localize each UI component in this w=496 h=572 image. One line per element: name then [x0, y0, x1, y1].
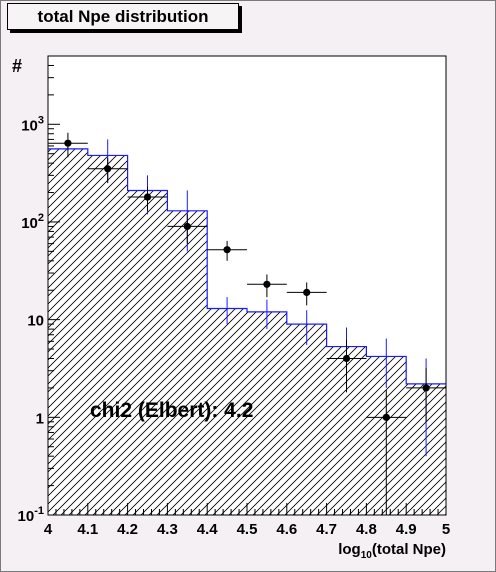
y-tick-label: 102 — [21, 212, 44, 232]
data-point — [183, 222, 191, 231]
y-tick-exponent: 2 — [38, 212, 44, 224]
data-point — [223, 246, 231, 254]
data-point — [342, 354, 351, 363]
data-point — [303, 288, 311, 297]
y-tick-exponent: 3 — [38, 114, 44, 126]
y-tick-label: 10-1 — [18, 505, 44, 525]
y-tick-base: 10 — [21, 215, 38, 232]
x-tick-label: 4 — [44, 521, 53, 538]
chi2-annotation: chi2 (Elbert): 4.2 — [90, 399, 253, 422]
axis-layer: 4 4.1 4.2 4.3 4.4 4.5 4.6 4.7 4.8 4.9 510-11101021… — [18, 55, 450, 538]
y-tick-base: 1 — [36, 410, 44, 427]
x-tick-label: 4.7 — [316, 521, 337, 538]
x-tick-label: 4.2 — [117, 521, 138, 538]
y-tick-base: 10 — [27, 313, 44, 330]
x-axis-label: log10(total Npe) — [338, 541, 446, 561]
data-point — [422, 384, 430, 392]
y-axis-label: # — [12, 56, 22, 76]
data-point — [263, 280, 271, 288]
y-tick-exponent: -1 — [34, 505, 44, 517]
x-tick-label: 4.8 — [356, 521, 377, 538]
histogram-outline — [48, 148, 446, 385]
x-axis-label-main: log — [338, 541, 361, 558]
data-point — [64, 139, 72, 147]
data-point — [104, 165, 112, 173]
x-tick-label: 4.4 — [197, 521, 219, 538]
x-tick-label: 4.5 — [237, 521, 258, 538]
histogram-fill — [48, 148, 446, 515]
x-tick-label: 4.6 — [276, 521, 297, 538]
y-tick-base: 10 — [21, 117, 38, 134]
y-tick-label: 10 — [27, 313, 44, 330]
points-layer — [48, 132, 446, 515]
y-tick-base: 10 — [18, 508, 35, 525]
x-tick-label: 4.1 — [77, 521, 98, 538]
data-point — [143, 193, 152, 201]
x-tick-label: 4.3 — [157, 521, 178, 538]
x-tick-label: 5 — [442, 521, 450, 538]
chart-title: total Npe distribution — [7, 3, 239, 30]
x-axis-label-sub: 10 — [361, 550, 373, 561]
y-tick-label: 103 — [21, 114, 44, 134]
y-tick-label: 1 — [36, 410, 44, 427]
x-tick-label: 4.9 — [396, 521, 417, 538]
data-point — [382, 413, 390, 421]
x-axis-label-rest: (total Npe) — [372, 541, 446, 558]
